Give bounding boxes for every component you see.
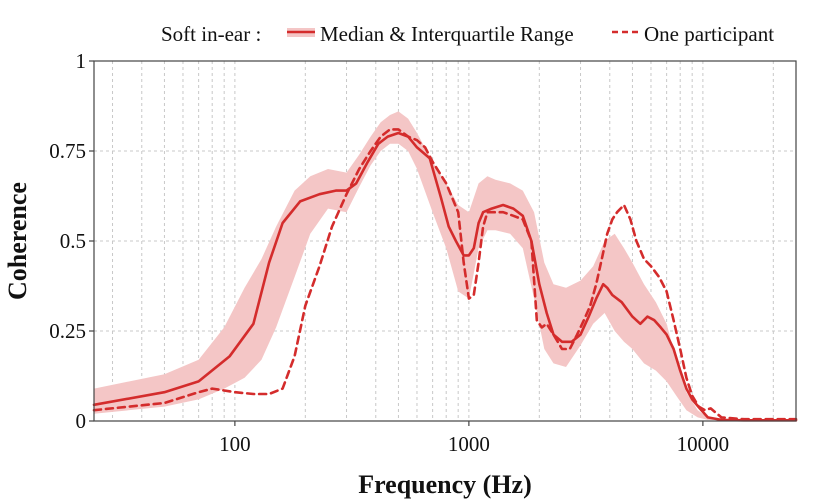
series-line-median: [92, 131, 798, 422]
series-layer: [92, 128, 798, 422]
y-tick-label: 1: [76, 49, 87, 73]
ticks: 0 0.25 0.5 0.75 1 100 1000 10000: [49, 49, 729, 456]
x-tick-label: 10000: [677, 432, 730, 456]
series-line-one-participant: [92, 128, 798, 421]
y-tick-label: 0.5: [60, 229, 86, 253]
legend-entry-median: Median & Interquartile Range: [320, 22, 574, 46]
y-axis-title: Coherence: [3, 182, 32, 300]
interquartile-band-layer: [94, 111, 796, 421]
y-tick-label: 0.25: [49, 319, 86, 343]
x-axis-title: Frequency (Hz): [358, 470, 532, 499]
x-tick-label: 1000: [448, 432, 490, 456]
y-tick-label: 0: [76, 409, 87, 433]
x-tick-label: 100: [219, 432, 251, 456]
legend-group-label: Soft in-ear :: [161, 22, 261, 46]
legend: Soft in-ear : Median & Interquartile Ran…: [161, 22, 774, 46]
legend-entry-participant: One participant: [644, 22, 774, 46]
interquartile-band: [94, 111, 796, 421]
y-tick-label: 0.75: [49, 139, 86, 163]
